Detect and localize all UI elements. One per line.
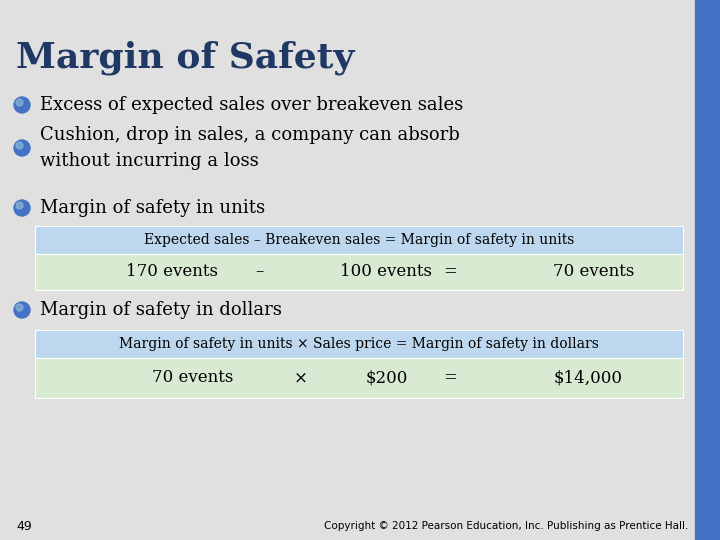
Bar [35,226,683,254]
Text: 70 events: 70 events [554,264,635,280]
Text: Margin of safety in dollars: Margin of safety in dollars [40,301,282,319]
Circle shape [14,140,30,156]
Text: Margin of Safety: Margin of Safety [16,40,354,75]
Circle shape [14,302,30,318]
Text: 49: 49 [16,519,32,532]
Text: =: = [444,369,457,387]
Circle shape [14,97,30,113]
Bar [35,330,683,358]
Text: $14,000: $14,000 [554,369,622,387]
Text: 100 events: 100 events [340,264,431,280]
Circle shape [16,202,23,209]
Text: Excess of expected sales over breakeven sales: Excess of expected sales over breakeven … [40,96,463,114]
Circle shape [16,142,23,149]
Text: $200: $200 [366,369,408,387]
Circle shape [16,304,23,311]
Text: Margin of safety in units: Margin of safety in units [40,199,265,217]
Text: Expected sales – Breakeven sales = Margin of safety in units: Expected sales – Breakeven sales = Margi… [144,233,574,247]
Text: 170 events: 170 events [126,264,217,280]
Bar [695,0,720,540]
Text: 70 events: 70 events [152,369,233,387]
Circle shape [14,200,30,216]
Text: =: = [444,264,457,280]
Text: Copyright © 2012 Pearson Education, Inc. Publishing as Prentice Hall.: Copyright © 2012 Pearson Education, Inc.… [323,521,688,531]
Text: ×: × [294,369,308,387]
Text: –: – [256,264,264,280]
Circle shape [16,99,23,106]
Text: Cushion, drop in sales, a company can absorb
without incurring a loss: Cushion, drop in sales, a company can ab… [40,126,460,170]
Text: Margin of safety in units × Sales price = Margin of safety in dollars: Margin of safety in units × Sales price … [119,337,599,351]
Bar [35,254,683,290]
Bar [35,358,683,398]
